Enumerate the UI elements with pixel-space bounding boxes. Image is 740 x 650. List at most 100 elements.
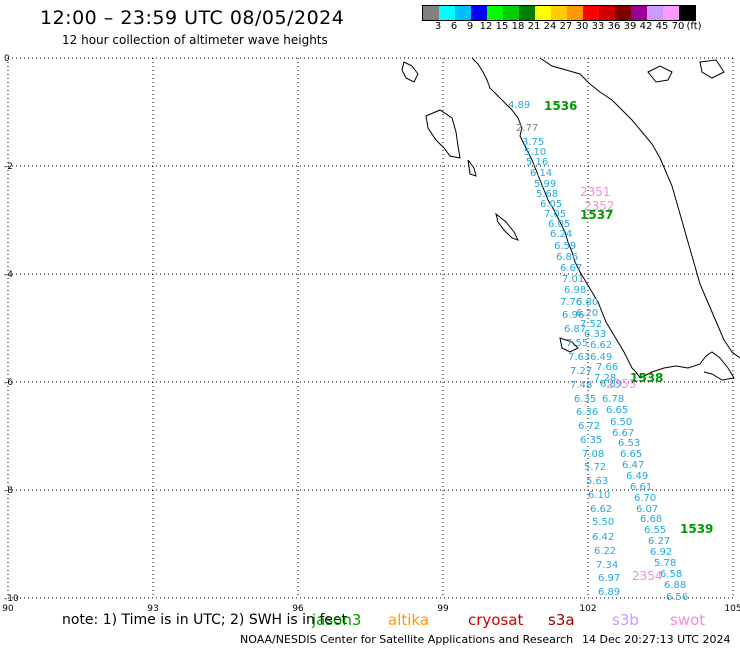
wave-height-label: 6.86 xyxy=(556,252,578,263)
wave-height-label: 6.98 xyxy=(564,285,586,296)
wave-height-label: 5.72 xyxy=(584,462,606,473)
legend-swatch xyxy=(599,6,615,20)
legend-swatch xyxy=(423,6,439,20)
wave-height-label: 5.10 xyxy=(524,147,546,158)
wave-height-label: 6.27 xyxy=(648,536,670,547)
footer-note: note: 1) Time is in UTC; 2) SWH is in fe… xyxy=(62,612,348,628)
wave-height-label: 7.76 xyxy=(560,297,582,308)
lat-tick-label: -8 xyxy=(4,486,13,496)
pass-time-label: 2352 xyxy=(584,199,615,213)
credit-line: NOAA/NESDIS Center for Satellite Applica… xyxy=(240,633,574,646)
legend-swatch xyxy=(535,6,551,20)
wave-height-label: 6.10 xyxy=(588,490,610,501)
wave-height-label: 6.36 xyxy=(576,407,598,418)
map-title: 12:00 – 23:59 UTC 08/05/2024 xyxy=(40,7,345,29)
wave-height-label: 6.61 xyxy=(630,482,652,493)
lat-tick-label: -6 xyxy=(4,378,13,388)
wave-height-label: 6.05 xyxy=(540,199,562,210)
pass-time-label: 2354 xyxy=(632,569,663,583)
legend-swatch xyxy=(615,6,631,20)
legend-swatch xyxy=(455,6,471,20)
wave-height-label: 4.89 xyxy=(508,100,530,111)
legend-label: 24 xyxy=(543,21,557,32)
pass-time-label: 1536 xyxy=(544,99,577,113)
wave-height-label: 7.01 xyxy=(562,274,584,285)
wave-height-label: 7.66 xyxy=(596,362,618,373)
legend-label: 15 xyxy=(495,21,509,32)
legend-swatch xyxy=(583,6,599,20)
mission-s3a: s3a xyxy=(548,611,575,629)
legend-label: 70 xyxy=(671,21,685,32)
island-e xyxy=(559,337,579,353)
wave-height-label: 6.78 xyxy=(602,394,624,405)
legend-swatch xyxy=(647,6,663,20)
wave-height-label: 6.55 xyxy=(644,525,666,536)
wave-height-label: 2.77 xyxy=(516,123,538,134)
legend-swatch xyxy=(439,6,455,20)
island-b xyxy=(467,159,477,177)
wave-height-label: 6.35 xyxy=(580,435,602,446)
pass-time-label: 1538 xyxy=(630,371,663,385)
legend-label: 21 xyxy=(527,21,541,32)
island-a xyxy=(425,109,461,159)
wave-height-label: 6.20 xyxy=(576,308,598,319)
legend-labels: 3 6 9 12 15 18 21 24 27 30 33 36 39 42 45 70 (ft) xyxy=(422,21,740,33)
island-g xyxy=(699,59,725,79)
wave-height-label: 6.50 xyxy=(610,417,632,428)
wave-height-label: 6.59 xyxy=(554,241,576,252)
legend-swatch xyxy=(631,6,647,20)
wave-height-label: 5.68 xyxy=(536,189,558,200)
legend-label: 39 xyxy=(623,21,637,32)
pass-time-label: 2351 xyxy=(580,185,611,199)
wave-height-label: 5.63 xyxy=(586,476,608,487)
island-c xyxy=(495,212,519,241)
wave-height-label: 7.08 xyxy=(582,449,604,460)
wave-height-label: 6.89 xyxy=(600,379,622,390)
coastline xyxy=(401,57,740,381)
legend-label: 18 xyxy=(511,21,525,32)
wave-height-label: 6.47 xyxy=(622,460,644,471)
wave-height-label: 6.49 xyxy=(590,352,612,363)
island-d xyxy=(401,61,419,83)
wave-height-label: 7.05 xyxy=(544,209,566,220)
wave-height-label: 6.62 xyxy=(590,504,612,515)
wave-height-label: 6.80 xyxy=(576,297,598,308)
wave-height-label: 7.63 xyxy=(568,352,590,363)
legend-swatch xyxy=(503,6,519,20)
pass-time-label: 1539 xyxy=(680,522,713,536)
legend-label: 30 xyxy=(575,21,589,32)
mission-altika: altika xyxy=(388,611,430,629)
legend-label: 45 xyxy=(655,21,669,32)
legend-swatch xyxy=(567,6,583,20)
wave-height-label: 5.16 xyxy=(526,157,548,168)
wave-height-label: 6.96 xyxy=(562,310,584,321)
pass-time-label: 2353 xyxy=(606,377,637,391)
mainland-coast-east xyxy=(539,57,740,359)
color-legend xyxy=(422,5,696,21)
mission-cryosat: cryosat xyxy=(468,611,524,629)
wave-height-label: 6.65 xyxy=(620,449,642,460)
lon-tick-label: 90 xyxy=(2,604,14,614)
wave-height-label: 6.24 xyxy=(550,229,572,240)
mainland-coast xyxy=(471,57,641,379)
wave-height-label: 6.33 xyxy=(584,329,606,340)
legend-swatch xyxy=(679,6,695,20)
wave-height-label: 7.34 xyxy=(596,560,618,571)
legend-swatch xyxy=(663,6,679,20)
legend-label: 6 xyxy=(450,21,458,32)
wave-height-label: 5.50 xyxy=(592,517,614,528)
wave-height-label: 6.56 xyxy=(666,592,688,603)
mission-swot: swot xyxy=(670,611,706,629)
wave-height-label: 6.62 xyxy=(590,340,612,351)
lat-tick-label: -2 xyxy=(4,162,13,172)
mission-jason3: jason3 xyxy=(312,611,362,629)
island-f xyxy=(647,65,673,83)
wave-height-label: 6.14 xyxy=(530,168,552,179)
wave-height-label: 6.67 xyxy=(612,428,634,439)
legend-swatch xyxy=(551,6,567,20)
lon-tick-label: 105 xyxy=(724,604,740,614)
lat-lon-grid xyxy=(7,57,734,599)
map-subtitle: 12 hour collection of altimeter wave hei… xyxy=(62,33,328,47)
